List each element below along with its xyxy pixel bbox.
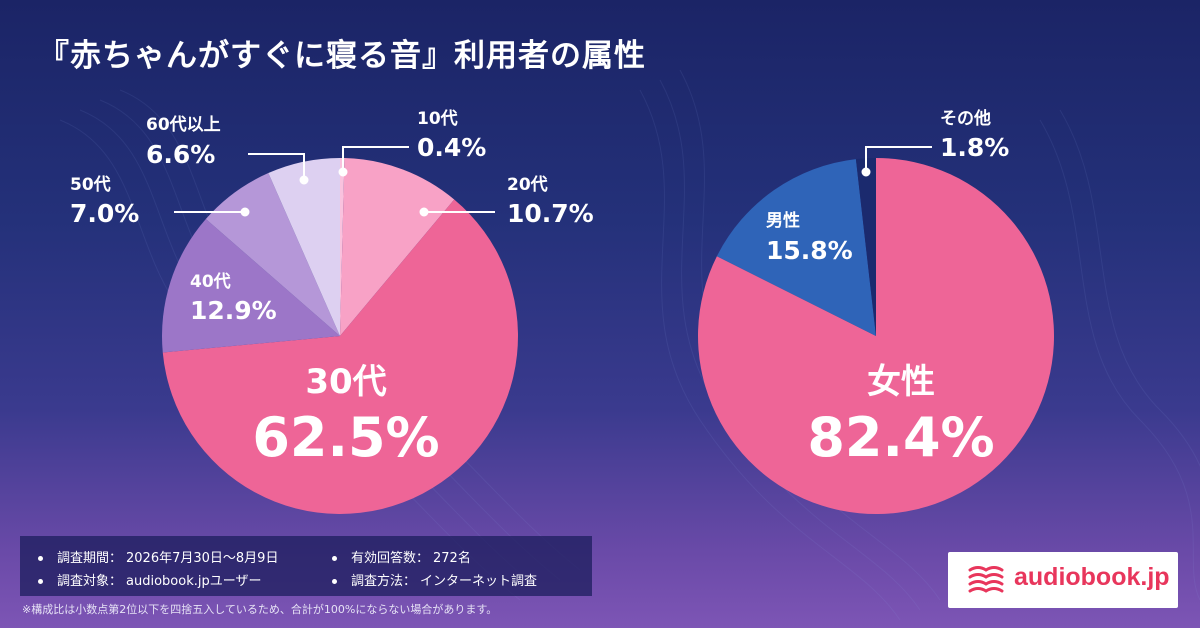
leader-line-10s — [342, 146, 409, 172]
bullet-icon — [38, 579, 43, 584]
leader-dot-20s — [419, 207, 429, 217]
label-40s-value: 12.9% — [190, 296, 277, 325]
label-60s-category: 60代以上 — [146, 114, 221, 135]
survey-target: 調査対象： audiobook.jpユーザー — [38, 570, 261, 589]
leader-dot-50s — [240, 207, 250, 217]
label-30s-category: 30代 — [305, 362, 386, 402]
label-50s-value: 7.0% — [70, 199, 139, 228]
footnote: ※構成比は小数点第2位以下を四捨五入しているため、合計が100%にならない場合が… — [22, 603, 498, 616]
survey-period: 調査期間： 2026年7月30日〜8月9日 — [38, 547, 278, 566]
label-60s-value: 6.6% — [146, 140, 215, 169]
label-female-category: 女性 — [867, 362, 935, 402]
label-10s-value: 0.4% — [417, 133, 486, 162]
label-male-category: 男性 — [766, 210, 800, 231]
age-slice-5 — [268, 158, 340, 336]
gender-slice-0 — [698, 158, 1055, 514]
age-pie-chart — [161, 158, 518, 514]
label-40s-category: 40代 — [190, 271, 231, 292]
leader-dot-other — [861, 167, 871, 177]
label-20s-value: 10.7% — [507, 199, 594, 228]
book-waves-icon — [968, 566, 1004, 593]
survey-responses: 有効回答数： 272名 — [332, 547, 471, 566]
age-slice-2 — [162, 199, 518, 514]
label-female-value: 82.4% — [807, 406, 994, 469]
logo-text: audiobook.jp — [1014, 563, 1170, 591]
label-other-value: 1.8% — [940, 133, 1009, 162]
survey-info-box: 調査期間： 2026年7月30日〜8月9日 有効回答数： 272名 調査対象： aud… — [20, 536, 592, 596]
audiobook-logo[interactable]: audiobook.jp — [948, 552, 1178, 608]
gender-slice-2 — [855, 158, 876, 336]
survey-method: 調査方法： インターネット調査 — [332, 570, 537, 589]
label-10s-category: 10代 — [417, 108, 458, 129]
leader-dot-10s — [338, 167, 348, 177]
bullet-icon — [332, 556, 337, 561]
leader-dot-60s — [299, 175, 309, 185]
page-title: 『赤ちゃんがすぐに寝る音』利用者の属性 — [38, 38, 646, 74]
gender-pie-chart — [698, 158, 1055, 514]
label-20s-category: 20代 — [507, 174, 548, 195]
bullet-icon — [38, 556, 43, 561]
gender-slice-1 — [716, 159, 876, 336]
bullet-icon — [332, 579, 337, 584]
age-slice-0 — [340, 158, 345, 336]
label-other-category: その他 — [940, 108, 991, 129]
leader-lines — [174, 146, 932, 217]
age-slice-4 — [205, 173, 340, 336]
age-slice-3 — [161, 219, 340, 353]
age-slice-1 — [340, 158, 455, 336]
label-50s-category: 50代 — [70, 174, 111, 195]
label-male-value: 15.8% — [766, 236, 853, 265]
leader-line-60s — [248, 153, 305, 180]
label-30s-value: 62.5% — [252, 406, 439, 469]
leader-line-other — [865, 146, 932, 172]
